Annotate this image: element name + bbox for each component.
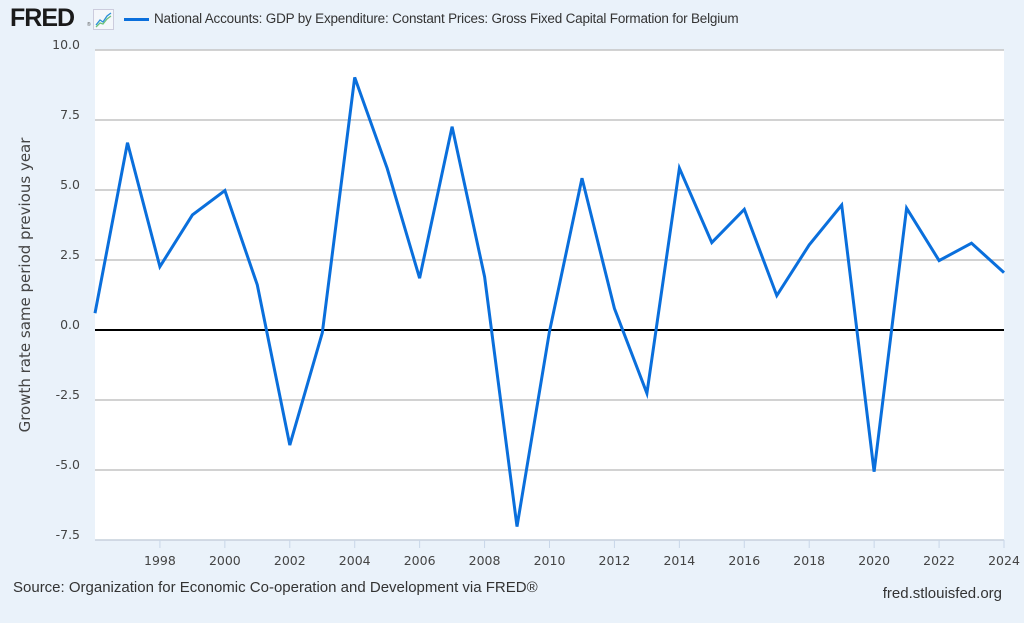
y-tick-label: 2.5 xyxy=(60,247,80,262)
source-note: Source: Organization for Economic Co-ope… xyxy=(13,579,538,596)
chart-header: FRED ® National Accounts: GDP by Expendi… xyxy=(0,0,1024,40)
y-tick-label: 0.0 xyxy=(60,317,80,332)
x-tick-label: 2016 xyxy=(728,553,760,568)
x-tick-label: 2014 xyxy=(663,553,695,568)
y-tick-label: -5.0 xyxy=(56,457,80,472)
y-tick-label: -2.5 xyxy=(56,387,80,402)
y-tick-label: 7.5 xyxy=(60,107,80,122)
series-layer xyxy=(93,76,1006,527)
x-tick-label: 2012 xyxy=(599,553,631,568)
y-axis-ticks: 10.0 7.5 5.0 2.5 0.0 -2.5 -5.0 -7.5 xyxy=(52,37,80,542)
x-tick-label: 1998 xyxy=(144,553,176,568)
site-url[interactable]: fred.stlouisfed.org xyxy=(882,585,1002,602)
registered-mark: ® xyxy=(87,22,91,28)
x-tick-label: 2022 xyxy=(923,553,955,568)
x-tick-label: 2024 xyxy=(988,553,1020,568)
x-tick-label: 2008 xyxy=(469,553,501,568)
legend-swatch xyxy=(124,18,149,21)
y-axis-title: Growth rate same period previous year xyxy=(16,137,34,433)
y-tick-label: 10.0 xyxy=(52,37,80,52)
legend-label: National Accounts: GDP by Expenditure: C… xyxy=(154,11,739,26)
x-tick-label: 2002 xyxy=(274,553,306,568)
x-tick-label: 2004 xyxy=(339,553,371,568)
line-chart-icon xyxy=(93,9,114,30)
x-tick-label: 2018 xyxy=(793,553,825,568)
x-tick-label: 2006 xyxy=(404,553,436,568)
x-tick-label: 2000 xyxy=(209,553,241,568)
x-tick-label: 2020 xyxy=(858,553,890,568)
y-tick-label: 5.0 xyxy=(60,177,80,192)
plot-area xyxy=(95,50,1004,540)
fred-logo[interactable]: FRED xyxy=(10,4,75,32)
y-tick-label: -7.5 xyxy=(56,527,80,542)
x-tick-label: 2010 xyxy=(534,553,566,568)
x-axis-ticks: 1998 2000 2002 2004 2006 2008 2010 2012 2014 2016… xyxy=(144,540,1020,568)
